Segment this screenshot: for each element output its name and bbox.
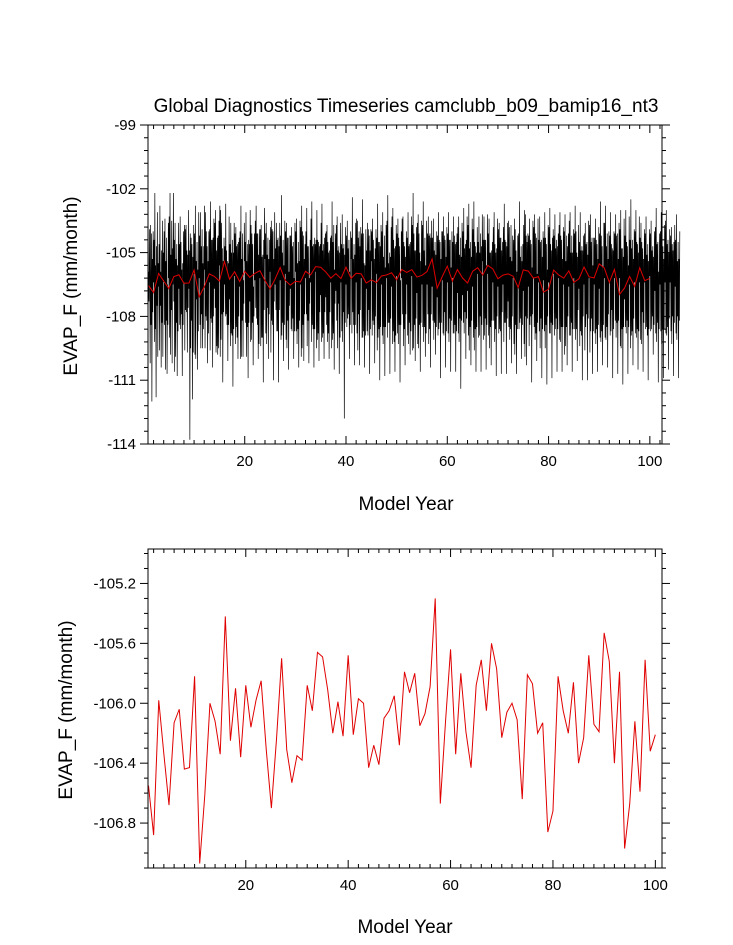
x-axis-label: Model Year bbox=[358, 494, 454, 515]
x-tick-label: 100 bbox=[643, 877, 668, 894]
x-tick-label: 80 bbox=[540, 453, 557, 470]
y-tick-label: -106.8 bbox=[93, 815, 136, 832]
series-line-annual bbox=[148, 598, 656, 864]
x-tick-label: 100 bbox=[637, 453, 662, 470]
x-tick-label: 20 bbox=[237, 877, 254, 894]
series-line-annual bbox=[148, 257, 651, 299]
x-tick-label: 80 bbox=[545, 877, 562, 894]
y-tick-label: -111 bbox=[108, 372, 136, 389]
y-tick-label: -114 bbox=[107, 436, 136, 453]
y-tick-label: -106.0 bbox=[93, 695, 136, 712]
x-tick-label: 60 bbox=[439, 453, 456, 470]
y-tick-label: -99 bbox=[114, 117, 136, 134]
y-tick-label: -108 bbox=[106, 308, 136, 325]
plot-frame bbox=[147, 548, 663, 869]
y-tick-label: -102 bbox=[106, 181, 136, 198]
series-line-monthly bbox=[148, 193, 681, 440]
y-tick-label: -105 bbox=[106, 245, 136, 262]
x-tick-label: 40 bbox=[338, 453, 355, 470]
chart-title: Global Diagnostics Timeseries camclubb_b… bbox=[154, 96, 659, 117]
y-axis-label: EVAP_F (mm/month) bbox=[61, 196, 82, 375]
x-tick-label: 20 bbox=[236, 453, 253, 470]
x-axis-label: Model Year bbox=[357, 917, 453, 938]
y-tick-label: -106.4 bbox=[93, 755, 136, 772]
x-tick-label: 60 bbox=[442, 877, 459, 894]
bottom-chart: Model Year EVAP_F (mm/month) 20 40 60 80 100… bbox=[56, 548, 670, 938]
x-tick-label: 40 bbox=[340, 877, 357, 894]
y-tick-label: -105.2 bbox=[93, 575, 136, 592]
top-chart: Global Diagnostics Timeseries camclubb_b… bbox=[61, 96, 681, 515]
y-tick-label: -105.6 bbox=[93, 635, 136, 652]
y-axis-label: EVAP_F (mm/month) bbox=[56, 620, 77, 799]
plot-frame bbox=[147, 124, 663, 445]
